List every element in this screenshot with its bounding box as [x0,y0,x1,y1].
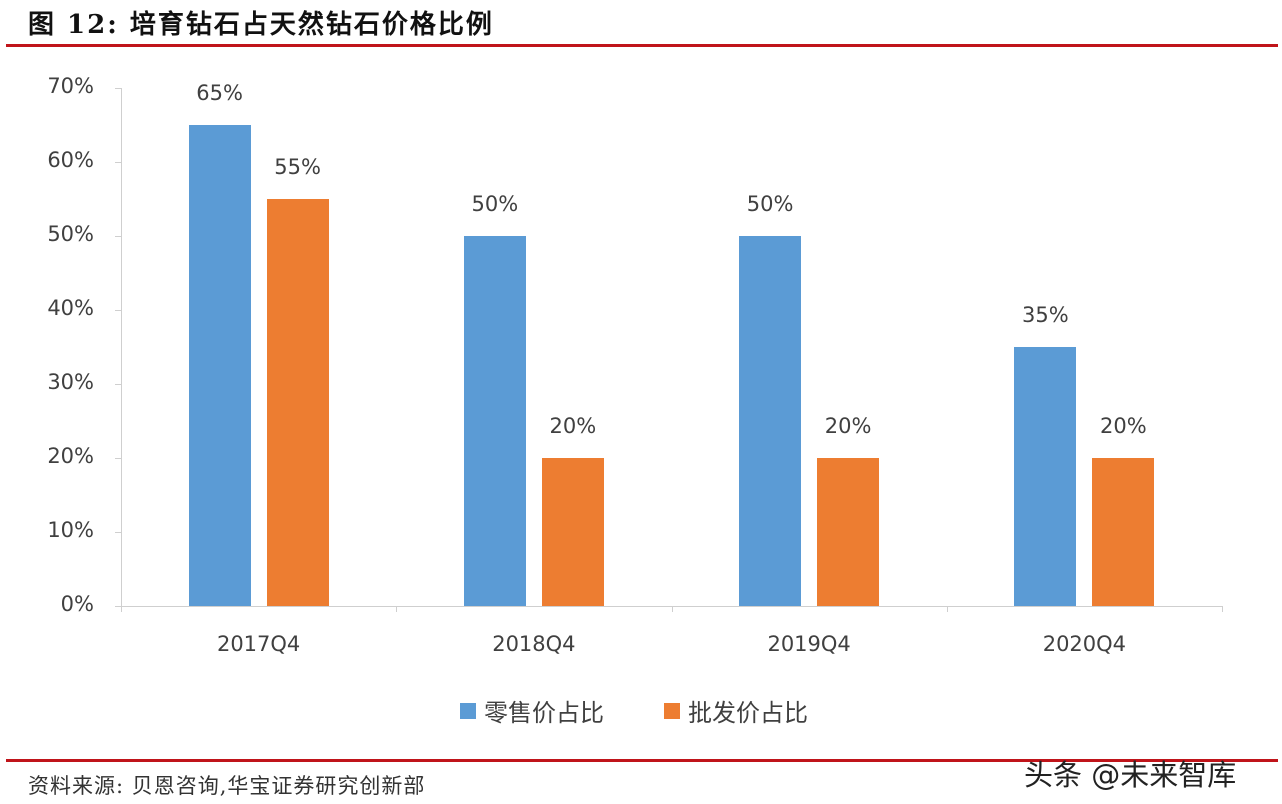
source-note: 资料来源: 贝恩咨询,华宝证券研究创新部 [28,774,426,798]
x-tick-label: 2017Q4 [216,632,301,656]
legend-swatch-blue [460,702,476,719]
y-tick-mark [115,88,121,89]
data-label: 20% [824,414,872,438]
y-tick-label: 40% [47,296,94,320]
title-divider [6,44,1278,47]
y-tick-label: 20% [47,444,94,468]
y-tick-mark [115,606,121,607]
y-tick-mark [115,310,121,311]
x-tick-mark [946,606,948,612]
bar-wholesale [1092,458,1155,606]
y-tick-mark [115,162,121,163]
bar-retail [739,236,802,606]
legend-item-wholesale: 批发价占比 [664,693,808,728]
y-tick-label: 50% [47,222,94,246]
x-tick-mark [396,606,398,612]
x-tick-label: 2020Q4 [1042,632,1127,656]
bar-retail [463,236,526,606]
legend-swatch-orange [664,702,680,719]
x-tick-mark [671,606,673,612]
y-axis [121,88,122,606]
y-tick-label: 30% [47,370,94,394]
y-tick-mark [115,532,121,533]
bar-retail [188,125,251,606]
watermark: 头条 @未来智库 [1024,758,1237,792]
bar-wholesale [541,458,604,606]
bar-retail [1014,347,1077,606]
x-tick-mark [121,606,122,612]
y-tick-mark [115,384,121,385]
y-tick-mark [115,236,121,237]
y-tick-label: 10% [47,518,94,542]
bar-wholesale [266,199,329,606]
data-label: 50% [471,192,519,216]
x-tick-mark [1222,606,1223,612]
data-label: 50% [746,192,794,216]
data-label: 35% [1022,303,1069,327]
x-tick-label: 2018Q4 [492,632,576,656]
legend-item-retail: 零售价占比 [460,693,604,728]
y-tick-label: 0% [60,592,94,616]
data-label: 20% [549,414,597,438]
bar-chart: 0% 10% 20% 30% 40% 50% 60% 70% 2017Q4 65% 55% 2018… [47,74,1223,728]
y-tick-label: 70% [47,74,94,98]
x-tick-label: 2019Q4 [767,632,851,656]
footer-divider [6,759,1278,762]
legend-label-wholesale: 批发价占比 [688,699,808,727]
data-label: 65% [196,81,243,105]
legend-label-retail: 零售价占比 [484,699,604,727]
data-label: 55% [274,155,321,179]
figure-title: 图 12: 培育钻石占天然钻石价格比例 [28,10,494,40]
y-tick-mark [115,458,121,459]
data-label: 20% [1100,414,1147,438]
y-tick-label: 60% [47,148,94,172]
bar-wholesale [817,458,880,606]
